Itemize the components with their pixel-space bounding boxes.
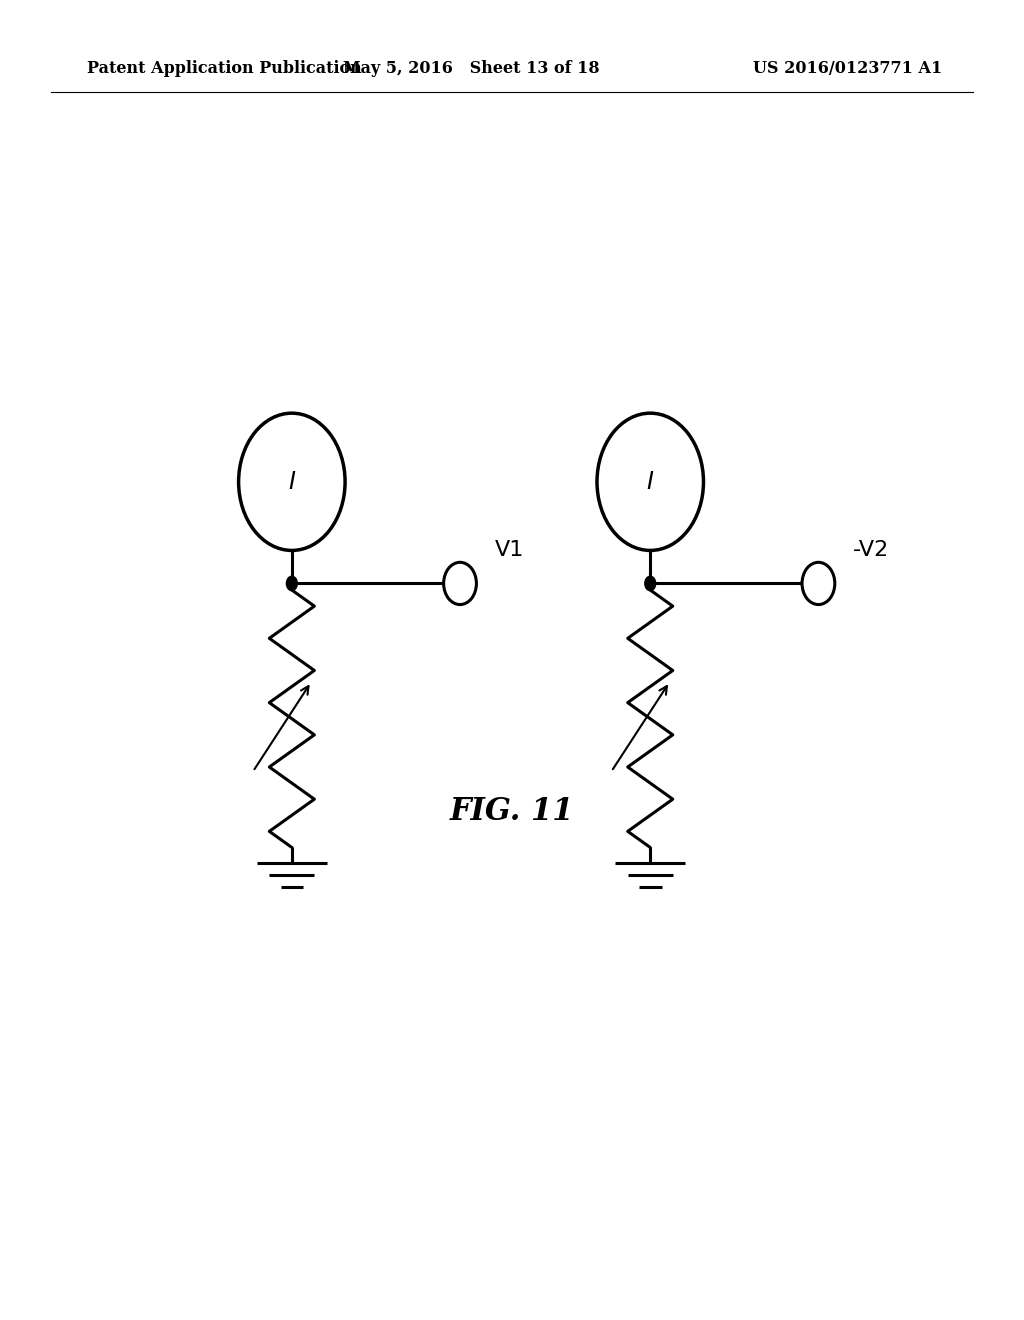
Text: FIG. 11: FIG. 11 [450,796,574,828]
Text: I: I [647,470,653,494]
Ellipse shape [644,576,656,591]
Text: V1: V1 [495,540,524,560]
Text: US 2016/0123771 A1: US 2016/0123771 A1 [753,61,942,77]
Text: -V2: -V2 [853,540,890,560]
Ellipse shape [802,562,835,605]
Ellipse shape [286,576,298,591]
Ellipse shape [443,562,476,605]
Text: Patent Application Publication: Patent Application Publication [87,61,361,77]
Text: I: I [289,470,295,494]
Text: May 5, 2016   Sheet 13 of 18: May 5, 2016 Sheet 13 of 18 [343,61,599,77]
